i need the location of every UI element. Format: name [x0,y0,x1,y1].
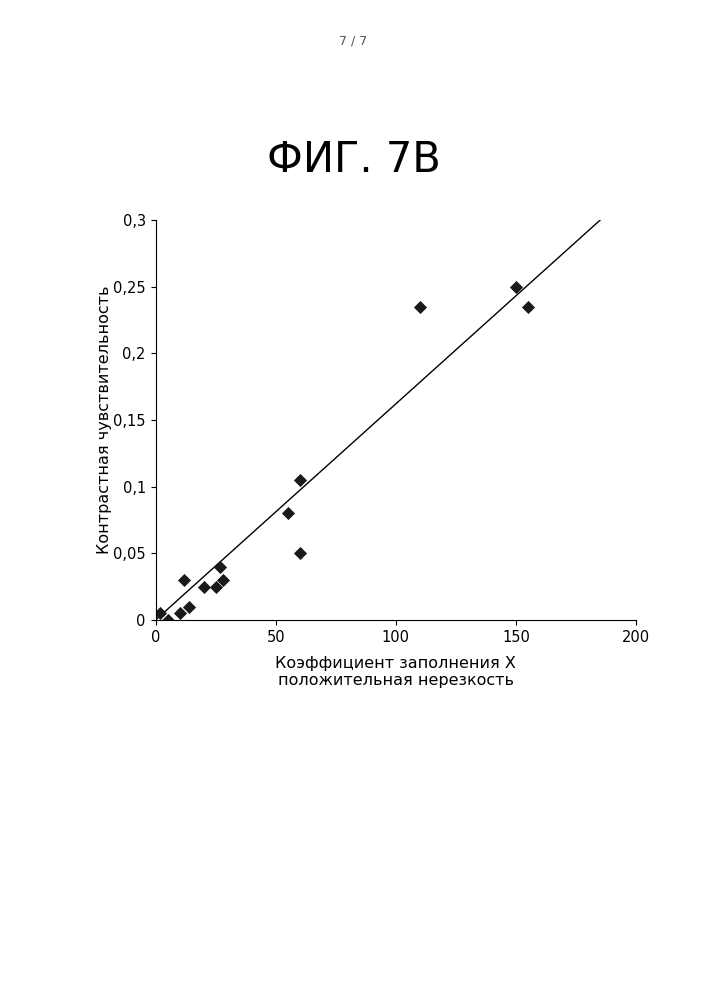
Point [198,579,209,595]
Point [174,605,185,621]
Point [210,579,221,595]
Point [522,299,534,315]
Point [155,605,166,621]
Point [294,472,305,488]
Point [414,299,426,315]
Y-axis label: Контрастная чувствительность: Контрастная чувствительность [98,286,112,554]
Text: ФИГ. 7В: ФИГ. 7В [267,139,440,181]
X-axis label: Коэффициент заполнения Х
положительная нерезкость: Коэффициент заполнения Х положительная н… [276,656,516,688]
Point [184,599,195,615]
Point [217,572,228,588]
Point [510,279,522,295]
Text: 7 / 7: 7 / 7 [339,35,368,48]
Point [162,612,173,628]
Point [282,505,293,521]
Point [294,545,305,561]
Point [179,572,190,588]
Point [215,559,226,575]
